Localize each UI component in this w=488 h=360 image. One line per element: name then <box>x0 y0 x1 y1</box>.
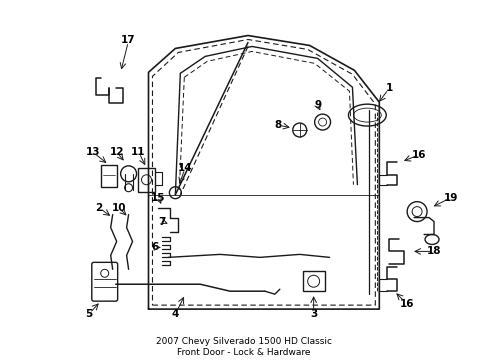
Circle shape <box>411 207 421 217</box>
Text: 4: 4 <box>171 309 179 319</box>
Text: 5: 5 <box>85 309 92 319</box>
Text: 7: 7 <box>159 217 166 226</box>
Circle shape <box>124 184 132 192</box>
Text: 9: 9 <box>313 100 321 110</box>
Text: 19: 19 <box>443 193 457 203</box>
FancyBboxPatch shape <box>92 262 118 301</box>
Ellipse shape <box>424 234 438 244</box>
Circle shape <box>314 114 330 130</box>
Text: 2007 Chevy Silverado 1500 HD Classic
Front Door - Lock & Hardware: 2007 Chevy Silverado 1500 HD Classic Fro… <box>156 337 331 357</box>
Circle shape <box>407 202 426 221</box>
Circle shape <box>169 187 181 199</box>
Circle shape <box>101 269 108 277</box>
Circle shape <box>121 166 136 182</box>
Bar <box>137 168 155 192</box>
Text: 15: 15 <box>151 193 165 203</box>
Text: 14: 14 <box>178 163 192 173</box>
Text: 3: 3 <box>309 309 317 319</box>
Circle shape <box>292 123 306 137</box>
Text: 2: 2 <box>95 203 102 213</box>
Bar <box>302 271 324 291</box>
Text: 10: 10 <box>111 203 125 213</box>
Text: 17: 17 <box>121 36 136 45</box>
Text: 1: 1 <box>385 83 392 93</box>
Ellipse shape <box>353 108 381 122</box>
Bar <box>101 165 117 187</box>
Text: 8: 8 <box>274 120 281 130</box>
Text: 6: 6 <box>152 242 159 252</box>
Text: 13: 13 <box>85 147 100 157</box>
Text: 12: 12 <box>109 147 123 157</box>
Circle shape <box>318 118 326 126</box>
Text: 18: 18 <box>426 246 440 256</box>
Circle shape <box>141 175 151 185</box>
Text: 16: 16 <box>411 150 426 160</box>
Text: 11: 11 <box>131 147 145 157</box>
Ellipse shape <box>348 104 386 126</box>
Circle shape <box>307 275 319 287</box>
Text: 16: 16 <box>399 299 413 309</box>
